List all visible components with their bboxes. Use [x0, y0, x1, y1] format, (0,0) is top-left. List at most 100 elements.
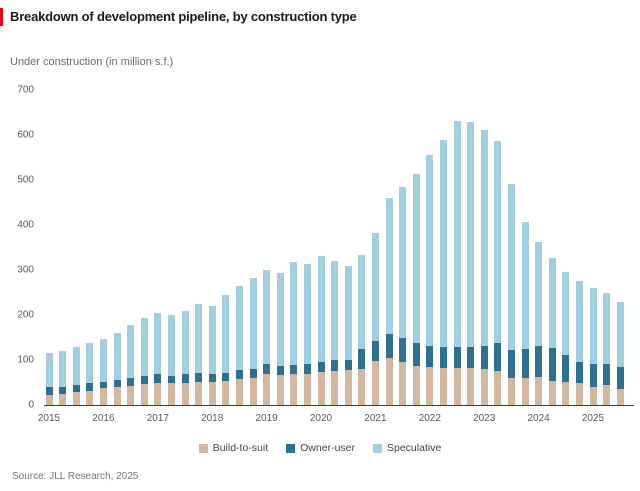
- source-note: Source: JLL Research, 2025: [12, 471, 139, 482]
- x-axis-year-label: 2018: [201, 413, 224, 424]
- bar-segment-build-to-suit: [331, 370, 339, 405]
- bar-segment-owner-user: [208, 373, 216, 382]
- bar-segment-speculative: [127, 325, 135, 379]
- stacked-bar: [453, 120, 461, 405]
- stacked-bar: [535, 242, 543, 405]
- bar-segment-build-to-suit: [439, 368, 447, 405]
- stacked-bar: [235, 285, 243, 405]
- bar-segment-speculative: [59, 351, 67, 388]
- bar-segment-owner-user: [439, 346, 447, 369]
- bar-segment-owner-user: [507, 350, 515, 378]
- x-axis-year-label: 2024: [527, 413, 550, 424]
- title-accent-bar: [0, 8, 3, 26]
- bar-segment-speculative: [235, 285, 243, 370]
- bar-segment-owner-user: [86, 383, 94, 392]
- bar-segment-speculative: [548, 258, 556, 349]
- bar-segment-owner-user: [140, 375, 148, 385]
- bar-segment-build-to-suit: [222, 381, 230, 405]
- bar-segment-speculative: [439, 139, 447, 347]
- bar-segment-speculative: [263, 270, 271, 365]
- bar-segment-speculative: [140, 318, 148, 376]
- bar-segment-speculative: [535, 242, 543, 347]
- bar-segment-owner-user: [358, 348, 366, 370]
- stacked-bar: [412, 174, 420, 405]
- bar-segment-speculative: [331, 261, 339, 360]
- bar-segment-speculative: [480, 129, 488, 346]
- x-axis-year-label: 2016: [92, 413, 115, 424]
- legend-label: Build-to-suit: [212, 442, 269, 454]
- bar-segment-owner-user: [399, 337, 407, 362]
- x-axis-year-label: 2019: [255, 413, 278, 424]
- bar-segment-build-to-suit: [589, 387, 597, 405]
- bar-segment-speculative: [616, 301, 624, 368]
- stacked-bar: [371, 233, 379, 405]
- stacked-bar: [86, 343, 94, 405]
- stacked-bar: [99, 339, 107, 405]
- bar-segment-owner-user: [72, 385, 80, 392]
- bar-segment-build-to-suit: [303, 374, 311, 405]
- bar-segment-build-to-suit: [276, 374, 284, 405]
- legend-swatch-icon: [198, 443, 208, 453]
- bar-segment-build-to-suit: [154, 383, 162, 405]
- bar-segment-build-to-suit: [86, 391, 94, 405]
- stacked-bar: [439, 139, 447, 405]
- bar-segment-speculative: [195, 304, 203, 373]
- stacked-bar: [521, 221, 529, 405]
- bar-segment-build-to-suit: [45, 395, 53, 405]
- bar-segment-build-to-suit: [548, 380, 556, 405]
- stacked-bar: [113, 332, 121, 405]
- stacked-bar: [195, 304, 203, 405]
- stacked-bar: [358, 255, 366, 405]
- stacked-bar: [507, 183, 515, 405]
- bar-segment-build-to-suit: [616, 389, 624, 405]
- bar-segment-owner-user: [412, 343, 420, 366]
- bar-segment-build-to-suit: [127, 386, 135, 405]
- bar-segment-speculative: [303, 264, 311, 365]
- bar-segment-build-to-suit: [290, 373, 298, 405]
- bar-segment-speculative: [344, 265, 352, 361]
- stacked-bar: [344, 265, 352, 405]
- stacked-bar: [603, 292, 611, 405]
- bar-segment-speculative: [86, 343, 94, 384]
- bar-segment-speculative: [371, 233, 379, 341]
- bar-segment-owner-user: [331, 359, 339, 371]
- stacked-bar: [494, 140, 502, 405]
- bar-segment-speculative: [99, 339, 107, 382]
- bar-segment-owner-user: [467, 346, 475, 369]
- bar-segment-owner-user: [371, 340, 379, 361]
- bar-segment-speculative: [317, 256, 325, 362]
- bar-segment-build-to-suit: [521, 378, 529, 405]
- stacked-bar: [290, 261, 298, 405]
- bar-segment-build-to-suit: [99, 388, 107, 405]
- bar-segment-build-to-suit: [140, 384, 148, 405]
- bar-segment-owner-user: [235, 369, 243, 380]
- stacked-bar: [426, 154, 434, 405]
- bar-segment-build-to-suit: [399, 361, 407, 405]
- bar-segment-owner-user: [562, 355, 570, 382]
- bar-segment-owner-user: [426, 345, 434, 367]
- stacked-bar: [467, 121, 475, 405]
- bar-segment-owner-user: [317, 361, 325, 372]
- bar-segment-speculative: [290, 261, 298, 365]
- bar-segment-speculative: [154, 313, 162, 375]
- bar-segment-owner-user: [344, 360, 352, 370]
- y-axis-tick-label: 600: [17, 129, 34, 141]
- stacked-bar: [385, 198, 393, 405]
- bar-segment-build-to-suit: [507, 377, 515, 405]
- bar-segment-owner-user: [127, 378, 135, 387]
- stacked-bar: [72, 346, 80, 405]
- bar-segment-owner-user: [494, 343, 502, 371]
- bar-segment-owner-user: [167, 375, 175, 384]
- bar-segment-speculative: [426, 154, 434, 346]
- bar-segment-build-to-suit: [235, 379, 243, 405]
- y-axis-tick-label: 700: [17, 84, 34, 96]
- bar-segment-build-to-suit: [426, 366, 434, 405]
- bar-segment-build-to-suit: [195, 381, 203, 405]
- bar-segment-speculative: [276, 272, 284, 366]
- bar-segment-speculative: [453, 120, 461, 348]
- stacked-bar: [263, 270, 271, 405]
- y-axis-tick-label: 200: [17, 309, 34, 321]
- bar-segment-owner-user: [480, 345, 488, 370]
- bar-segment-speculative: [399, 186, 407, 338]
- stacked-bar: [249, 277, 257, 405]
